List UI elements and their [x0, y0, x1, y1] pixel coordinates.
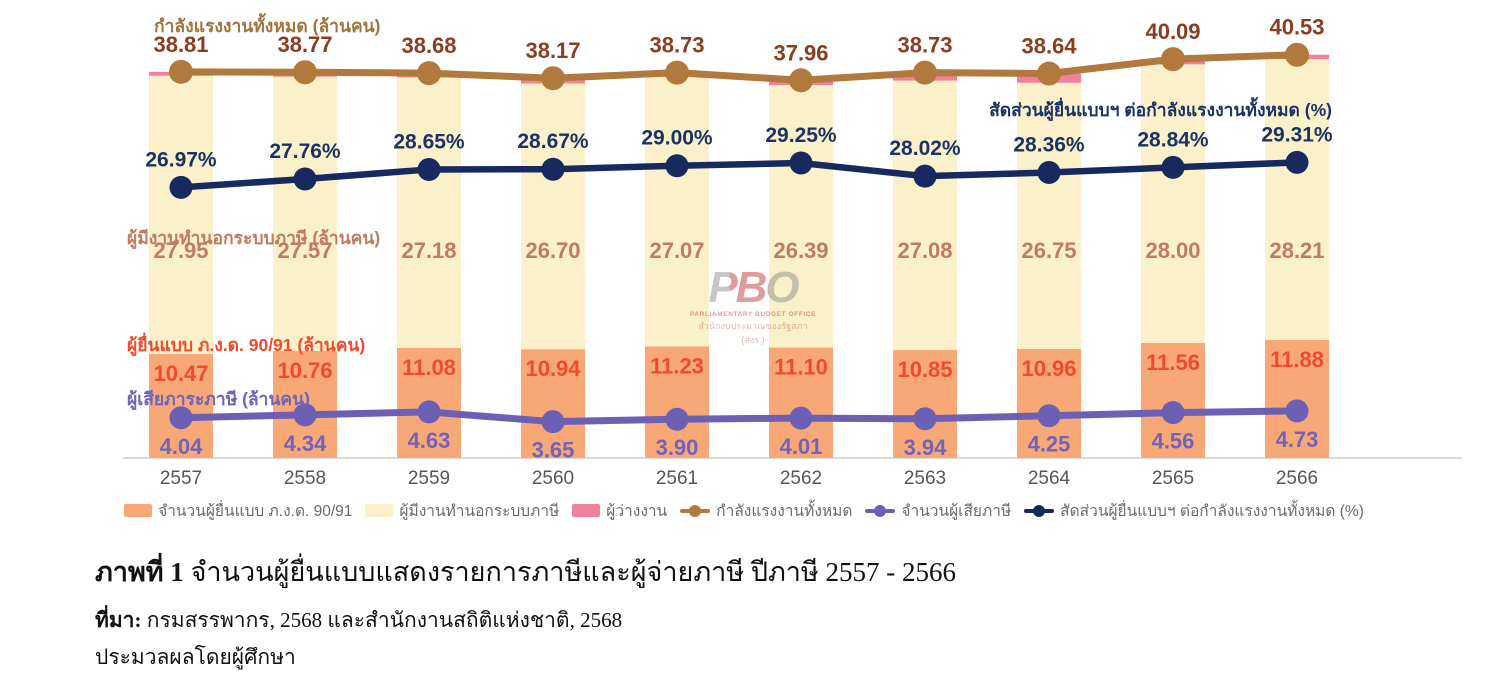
- svg-text:26.97%: 26.97%: [145, 148, 217, 171]
- svg-text:11.23: 11.23: [650, 353, 704, 378]
- svg-text:37.96: 37.96: [773, 40, 828, 65]
- svg-text:3.94: 3.94: [904, 435, 948, 460]
- legend-label: ผู้ว่างงาน: [606, 503, 668, 520]
- legend-item: ผู้มีงานทำนอกระบบภาษี: [365, 498, 559, 523]
- legend-label: กำลังแรงงานทั้งหมด: [716, 503, 853, 520]
- legend-label: ผู้มีงานทำนอกระบบภาษี: [399, 503, 560, 520]
- source-text: กรมสรรพากร, 2568 และสำนักงานสถิติแห่งชาต…: [141, 608, 623, 632]
- legend-label: จำนวนผู้เสียภาษี: [901, 503, 1012, 520]
- legend-swatch-bar: [365, 504, 394, 517]
- svg-text:4.34: 4.34: [284, 431, 328, 456]
- svg-text:2563: 2563: [904, 468, 946, 489]
- svg-text:4.63: 4.63: [408, 428, 451, 453]
- svg-text:4.25: 4.25: [1028, 432, 1071, 457]
- tax-filers-series-label: ผู้ยื่นแบบ ภ.ง.ด. 90/91 (ล้านคน): [127, 335, 366, 355]
- legend-swatch-bar: [572, 504, 601, 517]
- svg-text:28.36%: 28.36%: [1013, 134, 1085, 157]
- legend-label: จำนวนผู้ยื่นแบบ ภ.ง.ด. 90/91: [158, 503, 353, 520]
- svg-text:3.65: 3.65: [532, 438, 575, 463]
- svg-text:29.25%: 29.25%: [765, 124, 837, 147]
- source-line: ที่มา: กรมสรรพากร, 2568 และสำนักงานสถิติ…: [95, 604, 622, 637]
- svg-text:28.02%: 28.02%: [889, 137, 961, 160]
- legend-label: สัดส่วนผู้ยื่นแบบฯ ต่อกำลังแรงงานทั้งหมด…: [1060, 503, 1364, 520]
- svg-text:28.65%: 28.65%: [393, 130, 465, 153]
- svg-text:38.77: 38.77: [277, 32, 332, 57]
- legend-swatch-line: [680, 504, 711, 518]
- svg-text:10.85: 10.85: [897, 357, 952, 382]
- legend-item: ผู้ว่างงาน: [572, 498, 667, 523]
- svg-text:38.73: 38.73: [649, 33, 704, 58]
- stacked-bar-line-chart: 38.81 26.97% 27.95 10.47 4.04 2557 38.77 27.76%…: [123, 15, 1462, 489]
- informal-workers-series-label: ผู้มีงานทำนอกระบบภาษี (ล้านคน): [127, 228, 381, 248]
- svg-text:2559: 2559: [408, 468, 450, 489]
- svg-text:3.90: 3.90: [656, 435, 699, 460]
- svg-text:38.73: 38.73: [897, 33, 952, 58]
- svg-text:27.07: 27.07: [649, 238, 704, 263]
- svg-text:10.94: 10.94: [525, 356, 581, 381]
- svg-text:4.56: 4.56: [1152, 429, 1195, 454]
- svg-text:29.31%: 29.31%: [1261, 123, 1333, 146]
- svg-text:2566: 2566: [1276, 468, 1318, 489]
- ratio-series-label: สัดส่วนผู้ยื่นแบบฯ ต่อกำลังแรงงานทั้งหมด…: [989, 100, 1332, 120]
- svg-text:28.84%: 28.84%: [1137, 128, 1209, 151]
- svg-text:29.00%: 29.00%: [641, 127, 713, 150]
- svg-text:28.67%: 28.67%: [517, 130, 589, 153]
- legend-item: จำนวนผู้ยื่นแบบ ภ.ง.ด. 90/91: [124, 498, 352, 523]
- svg-text:11.88: 11.88: [1270, 347, 1324, 372]
- svg-text:27.76%: 27.76%: [269, 140, 341, 163]
- svg-text:40.53: 40.53: [1269, 15, 1324, 40]
- figure-caption: ภาพที่ 1 จำนวนผู้ยื่นแบบแสดงรายการภาษีแล…: [95, 550, 956, 593]
- svg-text:11.08: 11.08: [402, 355, 456, 380]
- svg-text:27.08: 27.08: [897, 238, 952, 263]
- svg-text:26.70: 26.70: [525, 238, 580, 263]
- svg-text:40.09: 40.09: [1145, 19, 1200, 44]
- svg-text:28.21: 28.21: [1269, 238, 1324, 263]
- svg-text:10.76: 10.76: [277, 358, 332, 383]
- svg-text:2557: 2557: [160, 468, 202, 489]
- legend-swatch-bar: [124, 504, 153, 517]
- svg-text:2564: 2564: [1028, 468, 1071, 489]
- legend-item: กำลังแรงงานทั้งหมด: [680, 498, 852, 523]
- svg-text:4.04: 4.04: [160, 434, 204, 459]
- svg-text:27.57: 27.57: [277, 238, 332, 263]
- svg-text:4.73: 4.73: [1276, 427, 1319, 452]
- chart-legend: จำนวนผู้ยื่นแบบ ภ.ง.ด. 90/91 ผู้มีงานทำนอ…: [0, 498, 1488, 523]
- svg-text:10.47: 10.47: [153, 361, 208, 386]
- svg-text:38.17: 38.17: [525, 38, 580, 63]
- svg-text:26.39: 26.39: [773, 238, 828, 263]
- svg-text:2560: 2560: [532, 468, 574, 489]
- labor-force-series-label: กำลังแรงงานทั้งหมด (ล้านคน): [154, 16, 381, 36]
- taxpayers-series-label: ผู้เสียภาระภาษี (ล้านคน): [127, 389, 310, 409]
- processed-by-line: ประมวลผลโดยผู้ศึกษา: [95, 645, 296, 669]
- svg-text:27.18: 27.18: [401, 238, 456, 263]
- svg-text:2558: 2558: [284, 468, 326, 489]
- svg-text:38.68: 38.68: [401, 33, 456, 58]
- svg-text:11.56: 11.56: [1146, 350, 1200, 375]
- svg-text:38.64: 38.64: [1021, 34, 1077, 59]
- source-label: ที่มา:: [95, 608, 142, 632]
- legend-swatch-line: [1024, 504, 1055, 518]
- figure-number: ภาพที่ 1: [95, 557, 184, 587]
- svg-text:2565: 2565: [1152, 468, 1194, 489]
- svg-text:28.00: 28.00: [1145, 238, 1200, 263]
- svg-text:38.81: 38.81: [153, 32, 208, 57]
- legend-item: สัดส่วนผู้ยื่นแบบฯ ต่อกำลังแรงงานทั้งหมด…: [1024, 498, 1364, 523]
- svg-text:4.01: 4.01: [780, 434, 823, 459]
- svg-text:10.96: 10.96: [1021, 356, 1076, 381]
- svg-text:26.75: 26.75: [1021, 238, 1076, 263]
- figure-title: จำนวนผู้ยื่นแบบแสดงรายการภาษีและผู้จ่ายภ…: [183, 557, 956, 587]
- svg-text:11.10: 11.10: [774, 355, 828, 380]
- legend-swatch-line: [865, 504, 896, 518]
- legend-item: จำนวนผู้เสียภาษี: [865, 498, 1011, 523]
- svg-text:27.95: 27.95: [153, 238, 208, 263]
- svg-text:2561: 2561: [656, 468, 698, 489]
- svg-text:2562: 2562: [780, 468, 822, 489]
